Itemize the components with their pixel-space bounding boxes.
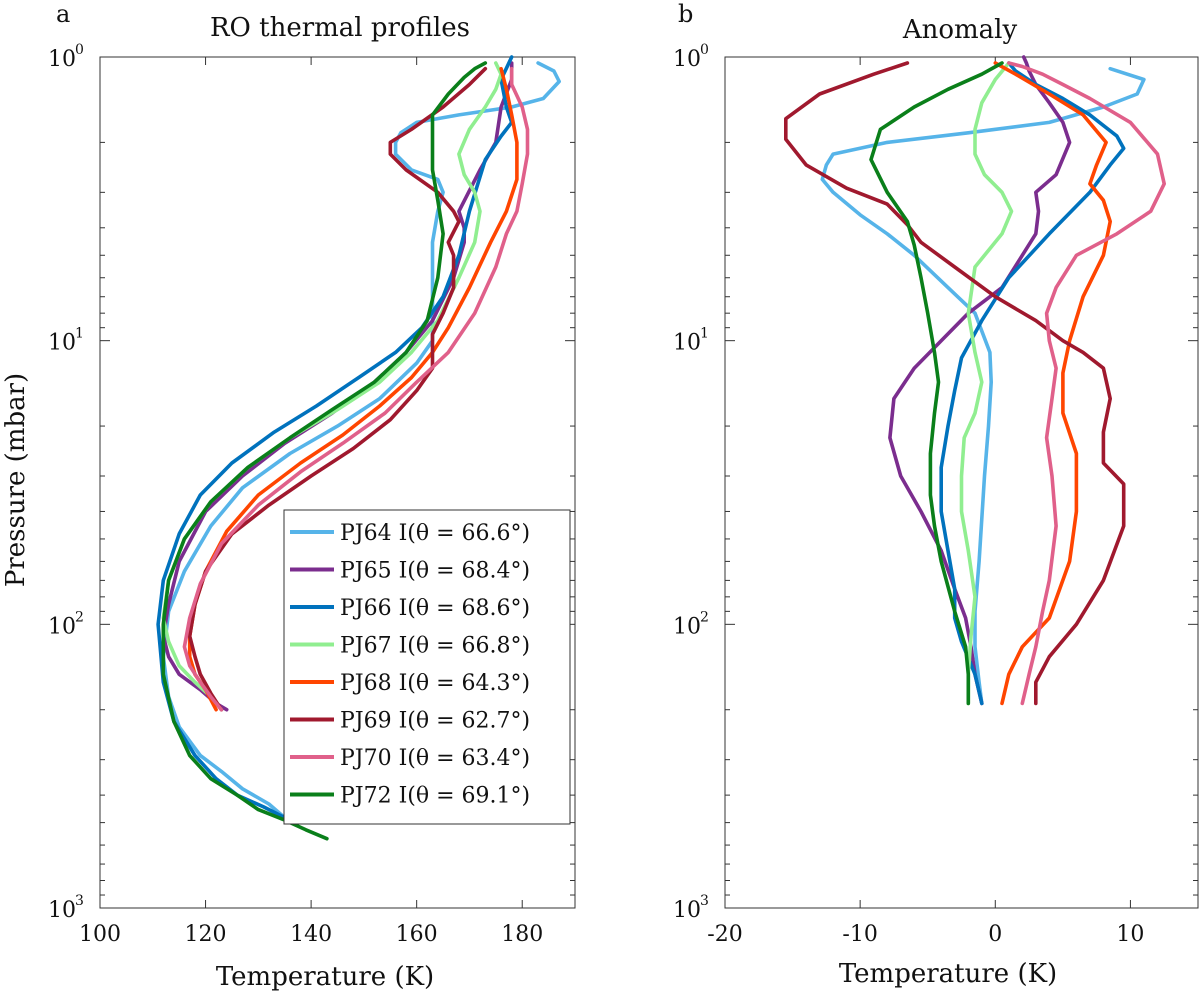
x-tick-label: 160 bbox=[396, 922, 438, 947]
legend-label-pj68: PJ68 I(θ = 64.3°) bbox=[340, 671, 530, 696]
series-line-pj70 bbox=[182, 66, 530, 712]
y-tick-label: 10 bbox=[48, 898, 76, 923]
legend-label-pj70: PJ70 I(θ = 63.4°) bbox=[340, 746, 530, 771]
y-tick-label: 10 bbox=[673, 614, 701, 639]
x-tick-label: -10 bbox=[842, 922, 877, 947]
series-line-pj64 bbox=[820, 66, 1146, 706]
chart-title-a: RO thermal profiles bbox=[210, 13, 470, 43]
y-tick-label-exponent: 0 bbox=[75, 42, 84, 58]
legend-label-pj67: PJ67 I(θ = 66.8°) bbox=[340, 634, 530, 659]
series-line-pj72 bbox=[869, 61, 1004, 706]
series-line-pj68 bbox=[993, 61, 1112, 706]
x-tick-label: -20 bbox=[707, 922, 742, 947]
y-tick-label: 10 bbox=[48, 47, 76, 72]
x-tick-label: 180 bbox=[501, 922, 543, 947]
x-tick-label: 120 bbox=[185, 922, 227, 947]
axes-b bbox=[724, 56, 1199, 909]
x-tick-label: 10 bbox=[1116, 922, 1144, 947]
y-tick-label-exponent: 3 bbox=[700, 893, 709, 909]
legend-label-pj66: PJ66 I(θ = 68.6°) bbox=[340, 596, 530, 621]
x-tick-label: 0 bbox=[988, 922, 1002, 947]
series-line-pj66 bbox=[939, 61, 1126, 706]
x-axis-label-b: Temperature (K) bbox=[839, 959, 1057, 989]
x-axis-label-a: Temperature (K) bbox=[216, 962, 434, 992]
y-tick-label-exponent: 3 bbox=[75, 893, 84, 909]
y-tick-label: 10 bbox=[673, 898, 701, 923]
y-tick-label-exponent: 0 bbox=[700, 42, 709, 58]
legend-label-pj72: PJ72 I(θ = 69.1°) bbox=[340, 784, 530, 809]
panel-letter-b: b bbox=[678, 0, 693, 28]
panel-letter-a: a bbox=[56, 0, 70, 28]
chart-title-b: Anomaly bbox=[902, 15, 1018, 45]
legend-label-pj65: PJ65 I(θ = 68.4°) bbox=[340, 559, 530, 584]
series-line-pj67 bbox=[161, 61, 503, 712]
y-tick-label: 10 bbox=[48, 331, 76, 356]
y-axis-label-a: Pressure (mbar) bbox=[1, 373, 31, 587]
series-line-pj72 bbox=[161, 61, 488, 841]
legend-a: PJ64 I(θ = 66.6°) PJ65 I(θ = 68.4°) PJ66 I… bbox=[283, 509, 571, 825]
y-tick-label: 10 bbox=[673, 47, 701, 72]
series-lines-a bbox=[156, 55, 561, 841]
y-tick-label-exponent: 2 bbox=[75, 609, 84, 625]
legend-label-pj64: PJ64 I(θ = 66.6°) bbox=[340, 521, 530, 546]
y-tick-label-exponent: 2 bbox=[700, 609, 709, 625]
series-lines-b bbox=[784, 55, 1166, 706]
y-tick-label: 10 bbox=[48, 614, 76, 639]
plot-frame bbox=[724, 56, 1199, 909]
legend-box bbox=[283, 509, 571, 825]
y-tick-label-exponent: 1 bbox=[75, 326, 84, 342]
y-tick-label-exponent: 1 bbox=[700, 326, 709, 342]
x-tick-label: 100 bbox=[79, 922, 121, 947]
plot-frame bbox=[99, 56, 576, 909]
series-line-pj66 bbox=[156, 55, 514, 820]
x-tick-label: 140 bbox=[290, 922, 332, 947]
legend-label-pj69: PJ69 I(θ = 62.7°) bbox=[340, 709, 530, 734]
series-line-pj70 bbox=[1007, 61, 1166, 706]
series-line-pj67 bbox=[959, 61, 1014, 706]
panel-a: a RO thermal profiles Temperature (K) Pr… bbox=[1, 0, 576, 992]
y-tick-label: 10 bbox=[673, 331, 701, 356]
